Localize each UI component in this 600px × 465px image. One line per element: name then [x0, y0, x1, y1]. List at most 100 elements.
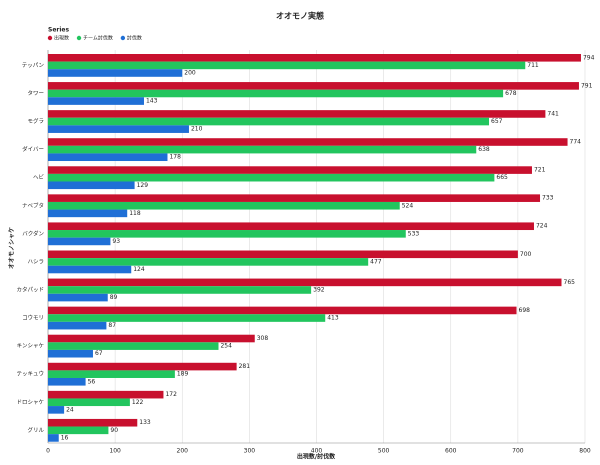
x-tick-label: 300 — [244, 448, 256, 455]
value-label: 118 — [129, 210, 141, 217]
x-tick-label: 0 — [46, 448, 50, 455]
y-tick-label: テッキュウ — [16, 370, 44, 378]
value-label: 67 — [95, 350, 103, 357]
bar — [48, 145, 477, 154]
bar — [48, 201, 400, 210]
bar — [48, 377, 86, 386]
value-label: 665 — [496, 174, 508, 181]
bar — [48, 82, 579, 90]
value-label: 657 — [491, 118, 503, 125]
value-label: 733 — [542, 195, 554, 202]
value-label: 721 — [534, 167, 546, 174]
value-label: 24 — [66, 406, 74, 413]
bar — [48, 97, 144, 105]
bar — [48, 230, 406, 238]
value-label: 89 — [110, 294, 118, 301]
bar — [48, 89, 504, 98]
value-label: 200 — [184, 70, 196, 77]
y-tick-label: ハシラ — [27, 258, 44, 265]
x-tick-label: 200 — [177, 448, 189, 455]
value-label: 638 — [478, 146, 490, 153]
value-label: 477 — [370, 258, 382, 265]
value-label: 122 — [132, 399, 144, 406]
value-label: 189 — [177, 371, 189, 378]
value-label: 711 — [527, 62, 539, 69]
y-tick-label: バクダン — [22, 229, 44, 237]
bar — [48, 237, 111, 246]
value-label: 308 — [257, 335, 269, 342]
x-tick-label: 500 — [378, 448, 390, 455]
bar — [48, 110, 546, 118]
value-label: 129 — [137, 182, 149, 189]
y-tick-label: ヘビ — [33, 173, 45, 181]
bar — [48, 306, 517, 315]
bar — [48, 54, 581, 62]
value-label: 413 — [327, 315, 339, 322]
x-tick-label: 800 — [579, 448, 591, 455]
value-label: 791 — [581, 82, 593, 89]
bar — [48, 334, 255, 343]
legend-marker — [120, 35, 126, 41]
bar — [48, 166, 532, 174]
bar — [48, 265, 132, 274]
bar — [48, 314, 326, 322]
legend-marker — [76, 35, 82, 41]
y-tick-label: タワー — [27, 89, 44, 97]
bar — [48, 426, 109, 435]
y-tick-label: グリル — [27, 426, 44, 434]
bar — [48, 278, 562, 287]
bar — [48, 342, 219, 350]
bar — [48, 194, 541, 202]
value-label: 254 — [220, 343, 232, 350]
value-label: 741 — [547, 110, 559, 117]
bar — [48, 293, 108, 302]
value-label: 794 — [583, 54, 595, 61]
value-label: 16 — [61, 434, 69, 441]
legend-label: チーム討伐数 — [83, 35, 113, 42]
chart-title: オオモノ実態 — [276, 11, 324, 21]
value-label: 392 — [313, 286, 325, 293]
value-label: 533 — [408, 230, 420, 237]
bar — [48, 125, 189, 133]
value-label: 143 — [146, 98, 158, 105]
bar — [48, 418, 138, 427]
bar — [48, 209, 128, 218]
legend-label: 出現数 — [54, 35, 69, 42]
bar — [48, 173, 495, 182]
bar — [48, 258, 369, 266]
value-label: 281 — [239, 363, 251, 370]
bar — [48, 434, 59, 442]
bar — [48, 153, 168, 162]
y-tick-label: テッパン — [22, 62, 45, 69]
value-label: 765 — [564, 279, 576, 286]
value-label: 524 — [402, 202, 414, 209]
legend-marker — [47, 35, 53, 41]
value-label: 724 — [536, 223, 548, 230]
x-axis-label: 出現数/討伐数 — [297, 453, 336, 461]
bar — [48, 250, 518, 259]
bar — [48, 181, 135, 190]
value-label: 700 — [520, 251, 532, 258]
legend-label: 討伐数 — [127, 35, 142, 42]
y-tick-label: ダイバー — [22, 145, 44, 153]
bar — [48, 61, 526, 70]
x-tick-label: 400 — [311, 448, 323, 455]
y-tick-label: カタパッド — [16, 285, 44, 293]
bar — [48, 398, 130, 407]
value-label: 124 — [133, 266, 145, 273]
bar — [48, 117, 490, 126]
value-label: 178 — [169, 154, 181, 161]
value-label: 133 — [139, 419, 151, 426]
bar — [48, 321, 107, 330]
bar — [48, 69, 183, 77]
bar — [48, 406, 65, 414]
x-tick-label: 600 — [445, 448, 457, 455]
legend-title: Series — [48, 27, 69, 34]
y-tick-label: コウモリ — [22, 314, 44, 322]
y-tick-label: モグラ — [27, 117, 44, 125]
value-label: 90 — [110, 427, 118, 434]
bar — [48, 390, 164, 399]
y-tick-label: キンシャケ — [17, 343, 45, 350]
value-label: 698 — [519, 307, 531, 314]
bar — [48, 349, 93, 358]
